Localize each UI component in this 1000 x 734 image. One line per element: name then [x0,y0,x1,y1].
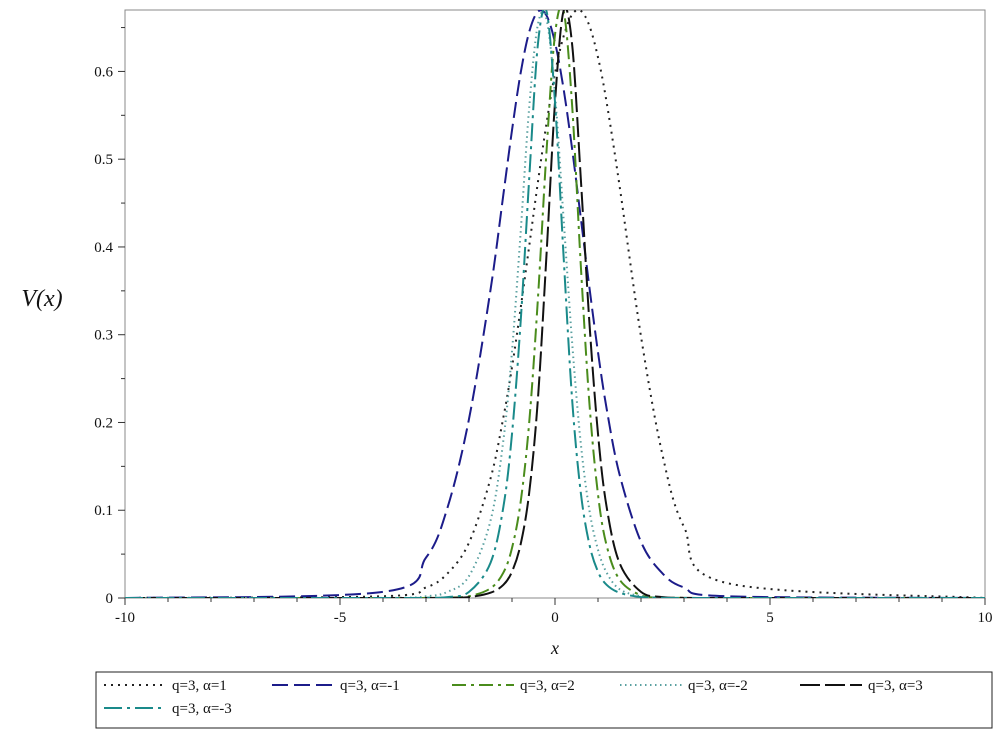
legend: q=3, α=1 q=3, α=-1 q=3, α=2 q=3, α=-2 q=3, α… [95,671,993,729]
x-tick-label: -5 [334,610,347,626]
legend-label-6: q=3, α=-3 [172,701,232,717]
y-tick-label: 0.1 [94,503,113,519]
legend-label-4: q=3, α=-2 [688,678,748,694]
legend-frame [95,671,993,729]
y-tick-label: 0.2 [94,415,113,431]
legend-label-5: q=3, α=3 [868,678,923,694]
legend-label-3: q=3, α=2 [520,678,575,694]
x-tick-label: 0 [551,610,559,626]
y-tick-label: 0.3 [94,328,113,344]
x-tick-label: -10 [115,610,135,626]
x-tick-label: 10 [978,610,993,626]
y-tick-label: 0 [106,591,114,607]
series-line-6 [125,10,985,598]
x-tick-label: 5 [766,610,774,626]
y-tick-label: 0.6 [94,64,113,80]
legend-label-1: q=3, α=1 [172,678,227,694]
series-line-2 [125,10,985,598]
y-tick-label: 0.5 [94,152,113,168]
y-axis-label: V(x) [21,286,62,312]
y-tick-label: 0.4 [94,240,113,256]
legend-label-2: q=3, α=-1 [340,678,400,694]
x-axis-label: x [550,638,559,658]
